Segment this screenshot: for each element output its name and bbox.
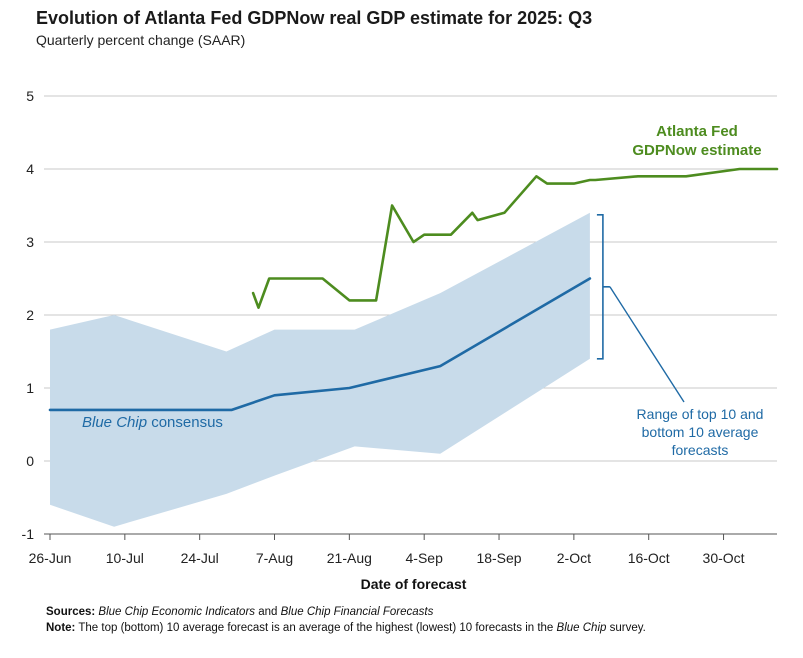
sources-publication-1: Blue Chip Economic Indicators [98,606,256,618]
chart-subtitle: Quarterly percent change (SAAR) [36,32,246,48]
range-label-line: bottom 10 average [642,424,759,440]
note-line: Note: The top (bottom) 10 average foreca… [46,620,646,636]
axis-layer: -1 0 1 2 3 4 5 26-Jun 10-Jul 24-Jul 7-Aug 21-Aug 4-S… [22,88,777,592]
note-label: Note: [46,622,76,634]
x-tick-label: 30-Oct [703,550,745,566]
note-italic: Blue Chip [556,622,607,634]
chart-plot: -1 0 1 2 3 4 5 26-Jun 10-Jul 24-Jul 7-Aug 21-Aug 4-S… [22,88,779,592]
x-tick-label: 10-Jul [106,550,144,566]
range-bracket [596,214,610,360]
x-tick-label: 21-Aug [327,550,372,566]
note-text: The top (bottom) 10 average forecast is … [75,622,557,634]
y-tick-label: 2 [26,307,34,323]
sources-line: Sources: Blue Chip Economic Indicators a… [46,604,646,620]
x-tick-label: 26-Jun [29,550,72,566]
range-band-layer [50,212,590,527]
y-tick-label: 1 [26,380,34,396]
gdpnow-label-line: GDPNow estimate [632,142,761,159]
x-tick-label: 18-Sep [476,550,521,566]
source-notes: Sources: Blue Chip Economic Indicators a… [46,604,646,636]
range-label-line: forecasts [672,442,729,458]
y-tick-label: 5 [26,88,34,104]
x-tick-label: 16-Oct [628,550,670,566]
blue-chip-label-rest: consensus [147,414,223,431]
x-tick-label: 2-Oct [557,550,591,566]
y-tick-label: 3 [26,234,34,250]
y-tick-label: 0 [26,453,34,469]
note-end: survey. [606,622,646,634]
sources-label: Sources: [46,606,96,618]
x-tick-label: 4-Sep [406,550,444,566]
blue-chip-label-italic: Blue Chip [82,414,147,431]
blue-chip-consensus-label: Blue Chip consensus [82,414,223,431]
x-axis-title: Date of forecast [361,576,467,592]
y-tick-label: -1 [22,526,35,542]
range-label: Range of top 10 and bottom 10 average fore… [637,406,764,458]
blue-chip-consensus-line [48,277,592,412]
gdpnow-line [251,167,779,310]
gdpnow-label-line: Atlanta Fed [656,123,738,140]
sources-conjunction: and [255,606,281,618]
chart-title: Evolution of Atlanta Fed GDPNow real GDP… [36,8,593,28]
x-tick-label: 24-Jul [181,550,219,566]
series-layer [48,167,779,412]
x-tick-label: 7-Aug [256,550,293,566]
gdpnow-label: Atlanta Fed GDPNow estimate [632,123,761,159]
range-band [50,212,590,527]
sources-publication-2: Blue Chip Financial Forecasts [280,606,434,618]
y-tick-label: 4 [26,161,34,177]
annotation-layer: Atlanta Fed GDPNow estimate Blue Chip cons… [82,123,763,458]
range-label-line: Range of top 10 and [637,406,764,422]
range-leader-line [609,286,685,403]
